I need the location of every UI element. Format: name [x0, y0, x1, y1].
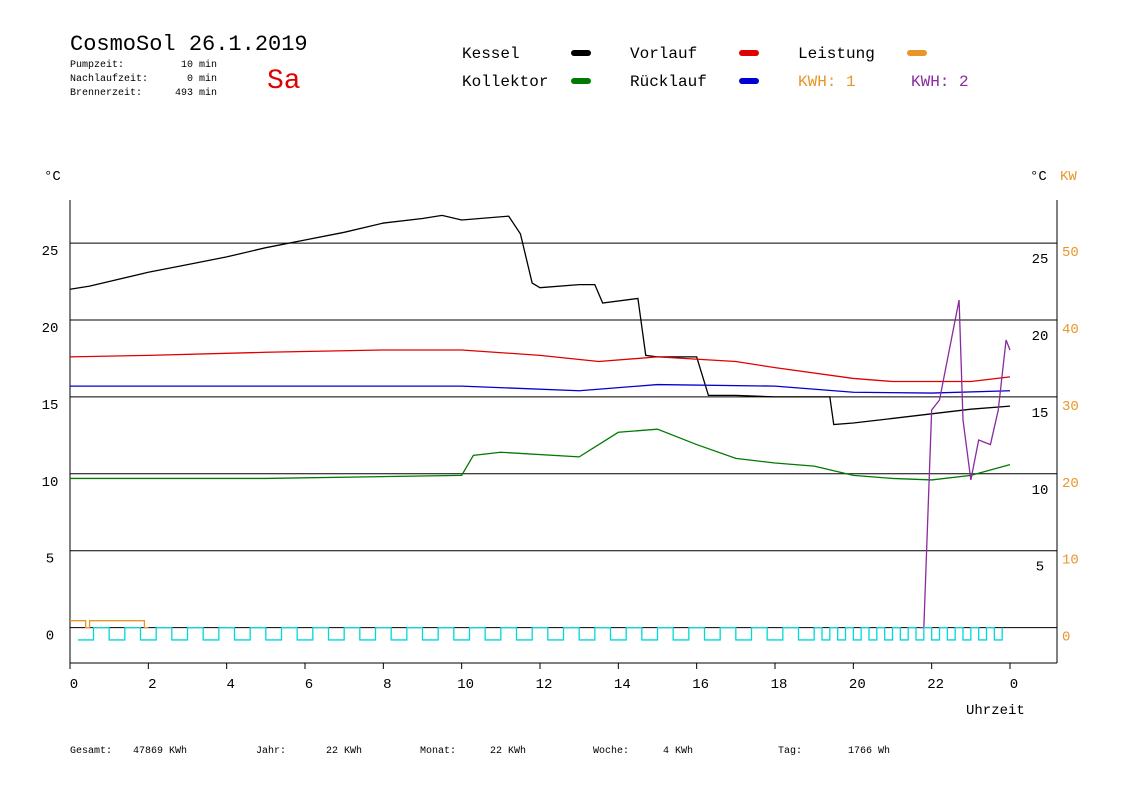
- series-line: [70, 428, 1011, 481]
- y-right-tick-label: 25: [1032, 252, 1049, 268]
- footer-value: 1766 Wh: [848, 745, 890, 757]
- y2-tick-label: 20: [1062, 476, 1079, 492]
- y2-tick-label: 50: [1062, 245, 1079, 261]
- footer-value: 4 KWh: [663, 745, 693, 757]
- y-tick-label: 5: [46, 552, 54, 568]
- chart-title: CosmoSol 26.1.2019: [70, 32, 308, 57]
- footer-label: Jahr:: [256, 745, 286, 757]
- y-right-tick-label: 10: [1032, 483, 1049, 499]
- y-unit: °C: [44, 169, 61, 185]
- legend-label: Vorlauf: [630, 45, 697, 63]
- x-tick-label: 16: [692, 677, 709, 693]
- x-tick-label: 8: [383, 677, 391, 693]
- footer-label: Tag:: [778, 746, 802, 757]
- y-tick-label: 0: [46, 629, 54, 645]
- y-tick-label: 15: [42, 398, 59, 414]
- x-tick-label: 12: [536, 677, 553, 693]
- x-axis-label: Uhrzeit: [966, 703, 1025, 719]
- legend-label: Leistung: [798, 45, 875, 63]
- footer-value: 47869 KWh: [133, 745, 187, 757]
- stat-label: Brennerzeit:: [70, 87, 142, 99]
- x-tick-label: 0: [1010, 677, 1018, 693]
- x-tick-label: 14: [614, 677, 631, 693]
- x-tick-label: 4: [226, 677, 234, 693]
- y-tick-label: 10: [42, 475, 59, 491]
- stat-label: Nachlaufzeit:: [70, 73, 148, 85]
- legend-label: Rücklauf: [630, 73, 707, 91]
- x-tick-label: 18: [771, 677, 788, 693]
- day-label: Sa: [267, 66, 301, 97]
- series-line: [69, 349, 1011, 383]
- kwh-label: KWH: 1: [798, 73, 856, 91]
- footer-value: 22 KWh: [326, 745, 362, 757]
- footer-label: Gesamt:: [70, 746, 112, 757]
- stat-value: 0 min: [187, 73, 217, 85]
- x-tick-label: 6: [305, 677, 313, 693]
- y-right-tick-label: 20: [1032, 329, 1049, 345]
- y2-tick-label: 40: [1062, 322, 1079, 338]
- y-right-tick-label: 15: [1032, 406, 1049, 422]
- footer-label: Monat:: [420, 746, 456, 757]
- series-line: [77, 626, 1003, 641]
- y2-unit: KW: [1060, 169, 1077, 185]
- legend-label: Kollektor: [462, 73, 548, 91]
- kwh-label: KWH: 2: [911, 73, 969, 91]
- x-tick-label: 10: [457, 677, 474, 693]
- footer-label: Woche:: [593, 745, 629, 757]
- series-line: [70, 620, 149, 629]
- y-tick-label: 25: [42, 244, 59, 260]
- y2-tick-label: 30: [1062, 399, 1079, 415]
- y-right-tick-label: 5: [1036, 560, 1044, 576]
- y2-tick-label: 10: [1062, 553, 1079, 569]
- stat-value: 493 min: [175, 87, 217, 99]
- stat-value: 10 min: [181, 59, 217, 71]
- x-tick-label: 22: [927, 677, 944, 693]
- x-tick-label: 0: [70, 677, 78, 693]
- series-line: [919, 299, 1011, 629]
- x-tick-label: 2: [148, 677, 156, 693]
- stat-label: Pumpzeit:: [70, 59, 124, 71]
- series-line: [70, 383, 1011, 394]
- y2-tick-label: 0: [1062, 630, 1070, 646]
- y-unit-right: °C: [1030, 169, 1047, 185]
- x-tick-label: 20: [849, 677, 866, 693]
- footer-value: 22 KWh: [490, 745, 526, 757]
- series-line: [69, 214, 1011, 426]
- y-tick-label: 20: [42, 321, 59, 337]
- legend-label: Kessel: [462, 45, 520, 63]
